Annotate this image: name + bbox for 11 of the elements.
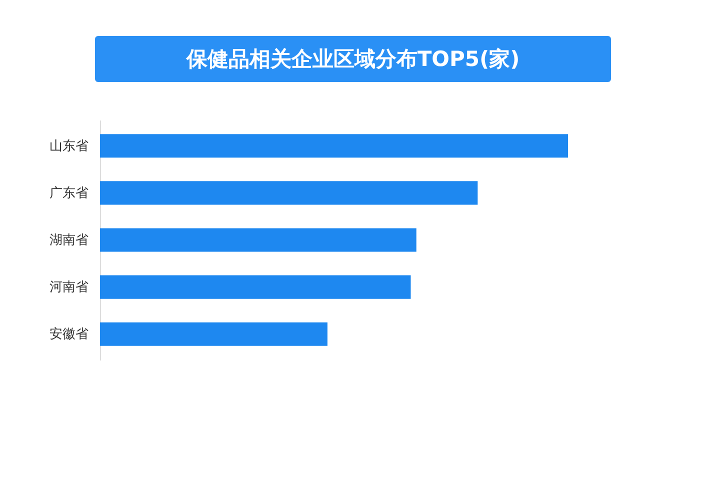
bar [100,134,568,158]
y-tick-label: 山东省 [50,138,88,154]
y-tick-label: 河南省 [50,280,88,296]
y-tick-label: 湖南省 [50,233,88,248]
bar [100,275,411,299]
y-tick-label: 广东省 [50,186,88,201]
chart-title: 保健品相关企业区域分布TOP5(家) [95,36,611,82]
bar [100,228,416,252]
y-tick-label: 安徽省 [50,326,88,342]
bar [100,322,328,346]
bar [100,181,478,205]
